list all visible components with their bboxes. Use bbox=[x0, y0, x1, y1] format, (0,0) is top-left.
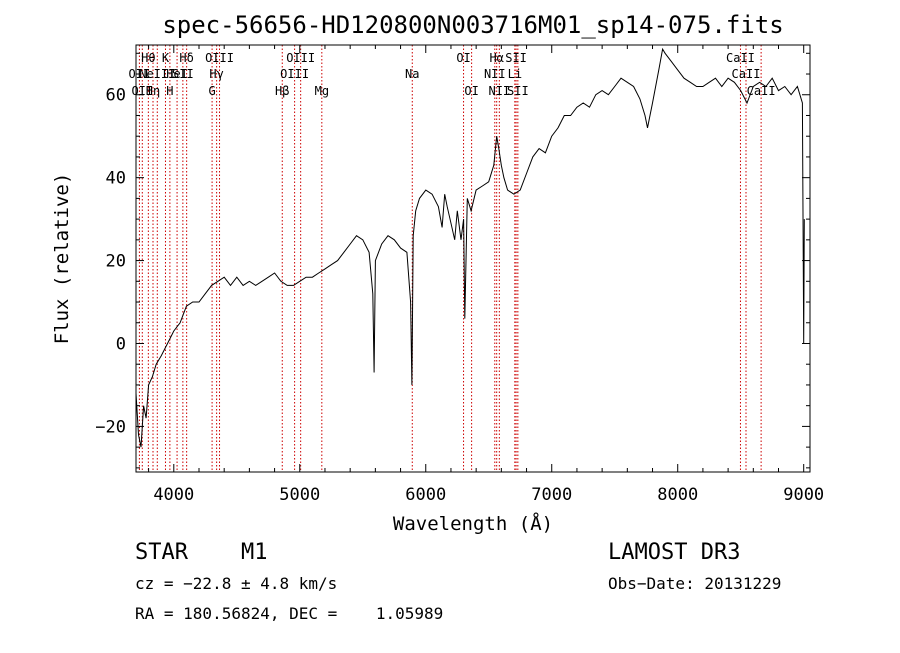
line-label: Hη bbox=[146, 84, 160, 98]
x-tick-label: 5000 bbox=[279, 485, 320, 505]
plot-frame bbox=[135, 44, 811, 473]
line-label: NII bbox=[484, 67, 506, 81]
line-label: Hβ bbox=[275, 84, 289, 98]
line-label: Hα bbox=[489, 51, 503, 65]
line-label: OIII bbox=[286, 51, 315, 65]
redshift-velocity: cz = −22.8 ± 4.8 km/s bbox=[135, 574, 338, 593]
survey-name: LAMOST DR3 bbox=[608, 540, 741, 565]
x-tick-label: 7000 bbox=[531, 485, 572, 505]
line-label: SII bbox=[505, 51, 527, 65]
object-class: STAR bbox=[135, 540, 188, 565]
line-label: OIII bbox=[280, 67, 309, 81]
spectrum-line bbox=[135, 47, 805, 448]
line-label: CaII bbox=[747, 84, 776, 98]
coordinates: RA = 180.56824, DEC = 1.05989 bbox=[135, 604, 444, 623]
y-tick-label: 0 bbox=[116, 334, 126, 354]
line-label: Hγ bbox=[209, 67, 223, 81]
y-tick-label: 60 bbox=[106, 86, 126, 106]
line-label: OI bbox=[456, 51, 470, 65]
x-tick-label: 9000 bbox=[783, 485, 824, 505]
x-axis-label: Wavelength (Å) bbox=[393, 512, 553, 535]
object-subclass: M1 bbox=[241, 540, 268, 565]
chart-title: spec-56656-HD120800N003716M01_sp14-075.f… bbox=[162, 11, 783, 39]
line-label: Hθ bbox=[141, 51, 155, 65]
observation-date: Obs−Date: 20131229 bbox=[608, 574, 782, 593]
line-label: SII bbox=[172, 67, 194, 81]
line-label: NII bbox=[488, 84, 510, 98]
line-label: G bbox=[208, 84, 215, 98]
line-label: NeIII bbox=[139, 67, 175, 81]
line-label: CaII bbox=[726, 51, 755, 65]
x-tick-label: 8000 bbox=[657, 485, 698, 505]
line-label: Na bbox=[405, 67, 419, 81]
y-tick-label: −20 bbox=[95, 417, 126, 437]
y-axis-label: Flux (relative) bbox=[51, 173, 73, 345]
line-label: Mg bbox=[315, 84, 329, 98]
x-tick-label: 6000 bbox=[405, 485, 446, 505]
line-label: SII bbox=[507, 84, 529, 98]
x-tick-label: 4000 bbox=[153, 485, 194, 505]
line-label: OIII bbox=[205, 51, 234, 65]
y-tick-label: 40 bbox=[106, 169, 126, 189]
line-label: OI bbox=[464, 84, 478, 98]
line-label: H bbox=[166, 84, 173, 98]
line-label: CaII bbox=[732, 67, 761, 81]
line-label: Hδ bbox=[179, 51, 193, 65]
line-label: K bbox=[162, 51, 170, 65]
line-label: Li bbox=[508, 67, 522, 81]
y-tick-label: 20 bbox=[106, 252, 126, 272]
line-label: HeI bbox=[166, 67, 188, 81]
